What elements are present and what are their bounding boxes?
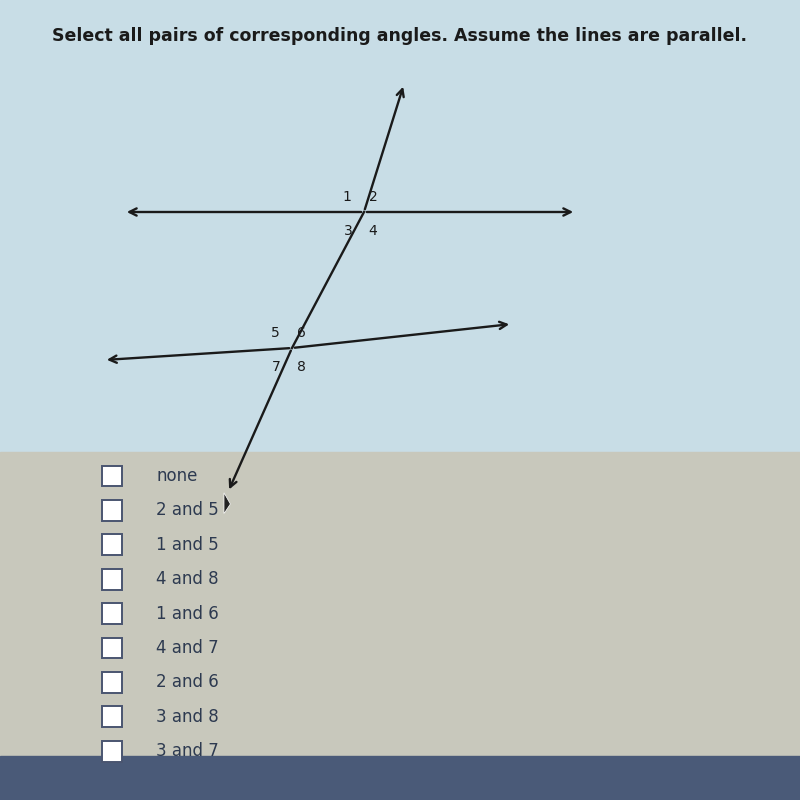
Text: 2 and 6: 2 and 6 — [156, 674, 218, 691]
Text: 3 and 7: 3 and 7 — [156, 742, 218, 760]
Bar — [0, 452, 800, 756]
Text: 3 and 8: 3 and 8 — [156, 708, 218, 726]
FancyBboxPatch shape — [102, 500, 122, 521]
Polygon shape — [224, 493, 230, 514]
FancyBboxPatch shape — [102, 741, 122, 762]
Text: 4 and 8: 4 and 8 — [156, 570, 218, 588]
Text: 1: 1 — [342, 190, 351, 204]
Text: 2: 2 — [369, 190, 378, 204]
FancyBboxPatch shape — [102, 603, 122, 624]
Text: 2 and 5: 2 and 5 — [156, 502, 218, 519]
Text: 7: 7 — [272, 360, 281, 374]
Text: 3: 3 — [344, 224, 353, 238]
FancyBboxPatch shape — [102, 706, 122, 727]
Text: 6: 6 — [297, 326, 306, 340]
FancyBboxPatch shape — [102, 569, 122, 590]
FancyBboxPatch shape — [102, 672, 122, 693]
Text: 8: 8 — [297, 360, 306, 374]
FancyBboxPatch shape — [102, 466, 122, 486]
Text: 5: 5 — [270, 326, 279, 340]
Text: 4 and 7: 4 and 7 — [156, 639, 218, 657]
FancyBboxPatch shape — [102, 534, 122, 555]
Bar — [0, 0, 800, 452]
Text: 1 and 6: 1 and 6 — [156, 605, 218, 622]
Text: none: none — [156, 467, 198, 485]
Text: 4: 4 — [369, 224, 378, 238]
FancyBboxPatch shape — [102, 638, 122, 658]
Bar — [0, 756, 800, 800]
Text: Select all pairs of corresponding angles. Assume the lines are parallel.: Select all pairs of corresponding angles… — [53, 27, 747, 45]
Text: 1 and 5: 1 and 5 — [156, 536, 218, 554]
